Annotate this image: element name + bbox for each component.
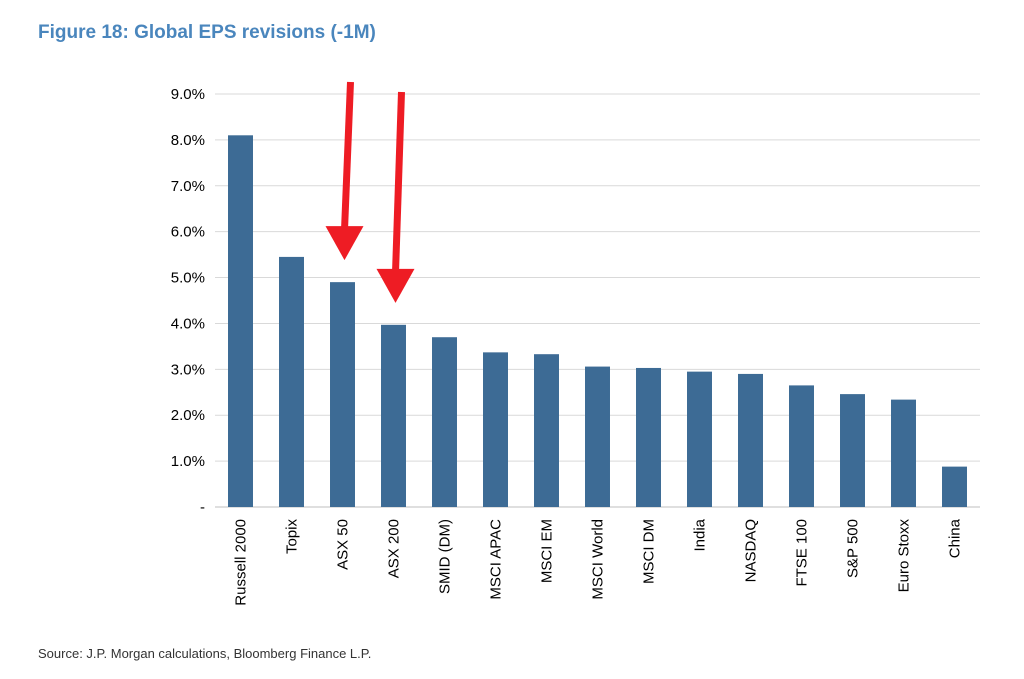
arrow-head bbox=[325, 226, 364, 261]
y-tick-label: - bbox=[200, 499, 205, 516]
bar bbox=[381, 324, 406, 507]
bar bbox=[738, 373, 763, 507]
bar bbox=[789, 385, 814, 507]
x-tick-label: NASDAQ bbox=[743, 519, 760, 582]
x-tick-label: ASX 50 bbox=[335, 519, 352, 570]
bar-chart: - 1.0% 2.0% 3.0% 4.0% 5.0% 6.0% 7.0% 8.0% 9.0% Ru… bbox=[171, 81, 980, 606]
bar bbox=[432, 337, 457, 507]
x-tick-label: FTSE 100 bbox=[794, 519, 811, 587]
bar bbox=[279, 256, 304, 507]
y-tick-label: 1.0% bbox=[171, 453, 205, 470]
bar bbox=[483, 352, 508, 507]
bar bbox=[636, 367, 661, 507]
annotation-arrows bbox=[325, 81, 415, 303]
y-tick-label: 7.0% bbox=[171, 178, 205, 195]
arrow-shaft bbox=[392, 91, 405, 273]
bar bbox=[840, 394, 865, 507]
x-axis-labels: Russell 2000 Topix ASX 50 ASX 200 SMID (DM) M… bbox=[233, 518, 964, 605]
source-note: Source: J.P. Morgan calculations, Bloomb… bbox=[38, 646, 372, 661]
x-tick-label: India bbox=[692, 518, 709, 551]
bar bbox=[942, 466, 967, 507]
bar bbox=[687, 371, 712, 507]
y-axis: - 1.0% 2.0% 3.0% 4.0% 5.0% 6.0% 7.0% 8.0% 9.0% bbox=[171, 86, 205, 516]
x-tick-label: MSCI EM bbox=[539, 519, 556, 583]
x-tick-label: S&P 500 bbox=[845, 519, 862, 578]
x-tick-label: MSCI DM bbox=[641, 519, 658, 584]
bars bbox=[228, 135, 967, 508]
x-tick-label: Topix bbox=[284, 519, 301, 555]
arrow-shaft bbox=[341, 81, 354, 231]
x-tick-label: SMID (DM) bbox=[437, 519, 454, 594]
y-tick-label: 2.0% bbox=[171, 407, 205, 424]
bar bbox=[891, 399, 916, 507]
chart-title: Figure 18: Global EPS revisions (-1M) bbox=[38, 22, 376, 43]
arrow bbox=[325, 81, 364, 261]
bar bbox=[330, 282, 355, 507]
y-tick-label: 9.0% bbox=[171, 86, 205, 103]
arrow bbox=[376, 91, 415, 303]
y-tick-label: 5.0% bbox=[171, 270, 205, 287]
bar bbox=[228, 135, 253, 508]
bar bbox=[585, 366, 610, 507]
x-tick-label: Euro Stoxx bbox=[896, 519, 913, 593]
y-tick-label: 6.0% bbox=[171, 224, 205, 241]
bar bbox=[534, 354, 559, 507]
y-tick-label: 8.0% bbox=[171, 132, 205, 149]
y-tick-label: 4.0% bbox=[171, 315, 205, 332]
x-tick-label: ASX 200 bbox=[386, 519, 403, 578]
y-tick-label: 3.0% bbox=[171, 361, 205, 378]
x-tick-label: Russell 2000 bbox=[233, 519, 250, 606]
arrow-head bbox=[376, 268, 415, 303]
x-tick-label: China bbox=[947, 518, 964, 558]
x-tick-label: MSCI APAC bbox=[488, 519, 505, 600]
x-tick-label: MSCI World bbox=[590, 519, 607, 600]
